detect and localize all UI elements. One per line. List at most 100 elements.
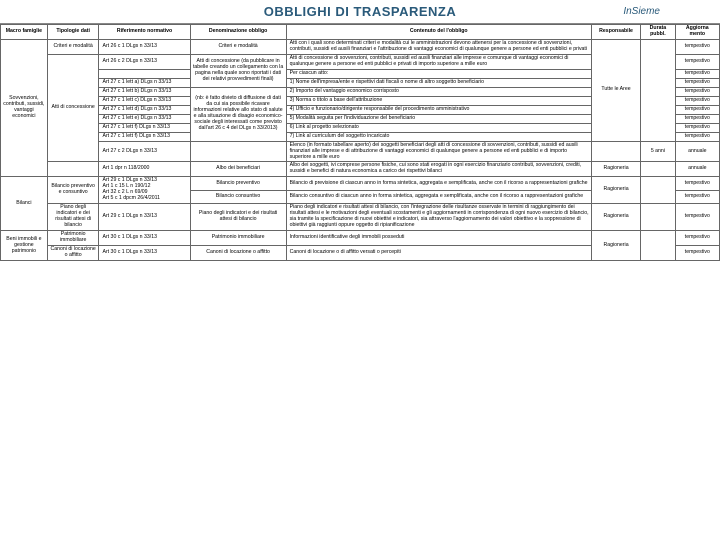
tipo-cell: Atti di concessione [47, 54, 99, 162]
denom-cell: Bilancio preventivo [190, 177, 286, 190]
rif-cell: Art 26 c 1 DLgs n 33/13 [99, 39, 190, 54]
resp-cell: Ragioneria [591, 204, 640, 231]
rif-cell: Art 27 c 1 lett b) DLgs n 33/13 [99, 87, 190, 96]
resp-cell: Ragioneria [591, 177, 640, 204]
dur-cell [641, 177, 675, 204]
agg-cell: tempestivo [675, 69, 719, 78]
page-title: OBBLIGHI DI TRASPARENZA [264, 4, 457, 19]
tipo-cell [47, 162, 99, 177]
dur-cell [641, 204, 675, 231]
col-dur: Durata pubbl. [641, 25, 675, 40]
agg-cell: tempestivo [675, 78, 719, 87]
cont-cell: Bilancio di previsione di ciascun anno i… [286, 177, 591, 190]
col-resp: Responsabile [591, 25, 640, 40]
agg-cell: tempestivo [675, 231, 719, 246]
rif-cell: Art 27 c 1 lett d) DLgs n 33/13 [99, 105, 190, 114]
rif-cell: Art 29 c 1 DLgs n 33/13 [99, 204, 190, 231]
agg-cell: annuale [675, 162, 719, 177]
tipo-cell: Bilancio preventivo e consuntivo [47, 177, 99, 204]
cont-cell: 2) Importo del vantaggio economico corri… [286, 87, 591, 96]
denom-cell [190, 141, 286, 162]
rif-cell: Art 29 c 1 DLgs n 33/13 Art 1 c 15 L n 1… [99, 177, 190, 204]
cont-cell: 1) Nome dell'impresa/ente e rispettivi d… [286, 78, 591, 87]
table-row: Art 1 dpr n 118/2000 Albo dei beneficiar… [1, 162, 720, 177]
cont-cell: Canoni di locazione o di affitto versati… [286, 246, 591, 261]
rif-cell: Art 30 c 1 DLgs n 33/13 [99, 231, 190, 246]
tipo-cell: Criteri e modalità [47, 39, 99, 54]
rif-cell [99, 69, 190, 78]
agg-cell: tempestivo [675, 204, 719, 231]
table-row: Bilanci Bilancio preventivo e consuntivo… [1, 177, 720, 190]
agg-cell: tempestivo [675, 177, 719, 190]
resp-cell: Ragioneria [591, 162, 640, 177]
agg-cell: tempestivo [675, 87, 719, 96]
cont-cell: Elenco (in formato tabellare aperto) dei… [286, 141, 591, 162]
denom-cell: Canoni di locazione o affitto [190, 246, 286, 261]
resp-cell: Ragioneria [591, 231, 640, 261]
macro-cell: Bilanci [1, 177, 48, 231]
agg-cell: tempestivo [675, 132, 719, 141]
denom-cell: Bilancio consuntivo [190, 190, 286, 203]
cont-cell: Informazioni identificative degli immobi… [286, 231, 591, 246]
agg-cell: tempestivo [675, 54, 719, 69]
agg-cell: tempestivo [675, 39, 719, 54]
col-macro: Macro famiglie [1, 25, 48, 40]
agg-cell: annuale [675, 141, 719, 162]
agg-cell: tempestivo [675, 123, 719, 132]
denom-cell: Piano degli indicatori e dei risultati a… [190, 204, 286, 231]
denom-cell: Albo dei beneficiari [190, 162, 286, 177]
rif-cell: Art 27 c 1 lett f) DLgs n 33/13 [99, 132, 190, 141]
table-row: Sovvenzioni, contributi, sussidi, vantag… [1, 39, 720, 54]
cont-cell: Bilancio consuntivo di ciascun anno in f… [286, 190, 591, 203]
cont-cell: Per ciascun atto: [286, 69, 591, 78]
denom-cell: (nb: è fatto divieto di diffusione di da… [190, 87, 286, 141]
obligations-table: Macro famiglie Tipologie dati Riferiment… [0, 24, 720, 261]
agg-cell: tempestivo [675, 246, 719, 261]
resp-cell [591, 141, 640, 162]
agg-cell: tempestivo [675, 96, 719, 105]
macro-cell: Sovvenzioni, contributi, sussidi, vantag… [1, 39, 48, 176]
rif-cell: Art 27 c 1 lett c) DLgs n 33/13 [99, 96, 190, 105]
rif-cell: Art 27 c 2 DLgs n 33/13 [99, 141, 190, 162]
col-rif: Riferimento normativo [99, 25, 190, 40]
resp-cell: Tutte le Aree [591, 39, 640, 141]
tipo-cell: Piano degli indicatori e dei risultati a… [47, 204, 99, 231]
cont-cell: 4) Ufficio e funzionario/dirigente respo… [286, 105, 591, 114]
dur-cell [641, 231, 675, 261]
cont-cell: 6) Link al progetto selezionato [286, 123, 591, 132]
tipo-cell: Canoni di locazione o affitto [47, 246, 99, 261]
cont-cell: Piano degli indicatori e risultati attes… [286, 204, 591, 231]
rif-cell: Art 27 c 1 lett a) DLgs n 33/13 [99, 78, 190, 87]
rif-cell: Art 27 c 1 lett e) DLgs n 33/13 [99, 114, 190, 123]
cont-cell: Albo dei soggetti, ivi comprese persone … [286, 162, 591, 177]
denom-cell: Criteri e modalità [190, 39, 286, 54]
cont-cell: 7) Link al curriculum del soggetto incar… [286, 132, 591, 141]
table-row: Piano degli indicatori e dei risultati a… [1, 204, 720, 231]
page-header: OBBLIGHI DI TRASPARENZA InSieme [0, 0, 720, 24]
table-header-row: Macro famiglie Tipologie dati Riferiment… [1, 25, 720, 40]
rif-cell: Art 26 c 2 DLgs n 33/13 [99, 54, 190, 69]
macro-cell: Beni immobili e gestione patrimonio [1, 231, 48, 261]
denom-cell: Atti di concessione (da pubblicare in ta… [190, 54, 286, 87]
cont-cell: Atti di concessione di sovvenzioni, cont… [286, 54, 591, 69]
table-row: Art 27 c 2 DLgs n 33/13 Elenco (in forma… [1, 141, 720, 162]
cont-cell: Atti con i quali sono determinati criter… [286, 39, 591, 54]
col-denom: Denominazione obbligo [190, 25, 286, 40]
col-tipo: Tipologie dati [47, 25, 99, 40]
rif-cell: Art 27 c 1 lett f) DLgs n 33/13 [99, 123, 190, 132]
agg-cell: tempestivo [675, 114, 719, 123]
denom-cell: Patrimonio immobiliare [190, 231, 286, 246]
tipo-cell: Patrimonio immobiliare [47, 231, 99, 246]
rif-cell: Art 30 c 1 DLgs n 33/13 [99, 246, 190, 261]
dur-cell [641, 162, 675, 177]
rif-cell: Art 1 dpr n 118/2000 [99, 162, 190, 177]
agg-cell: tempestivo [675, 190, 719, 203]
logo: InSieme [623, 6, 660, 17]
dur-cell: 5 anni [641, 141, 675, 162]
dur-cell [641, 39, 675, 141]
table-row: Beni immobili e gestione patrimonio Patr… [1, 231, 720, 246]
agg-cell: tempestivo [675, 105, 719, 114]
col-agg: Aggiorna mento [675, 25, 719, 40]
cont-cell: 3) Norma o titolo a base dell'attribuzio… [286, 96, 591, 105]
cont-cell: 5) Modalità seguita per l'individuazione… [286, 114, 591, 123]
